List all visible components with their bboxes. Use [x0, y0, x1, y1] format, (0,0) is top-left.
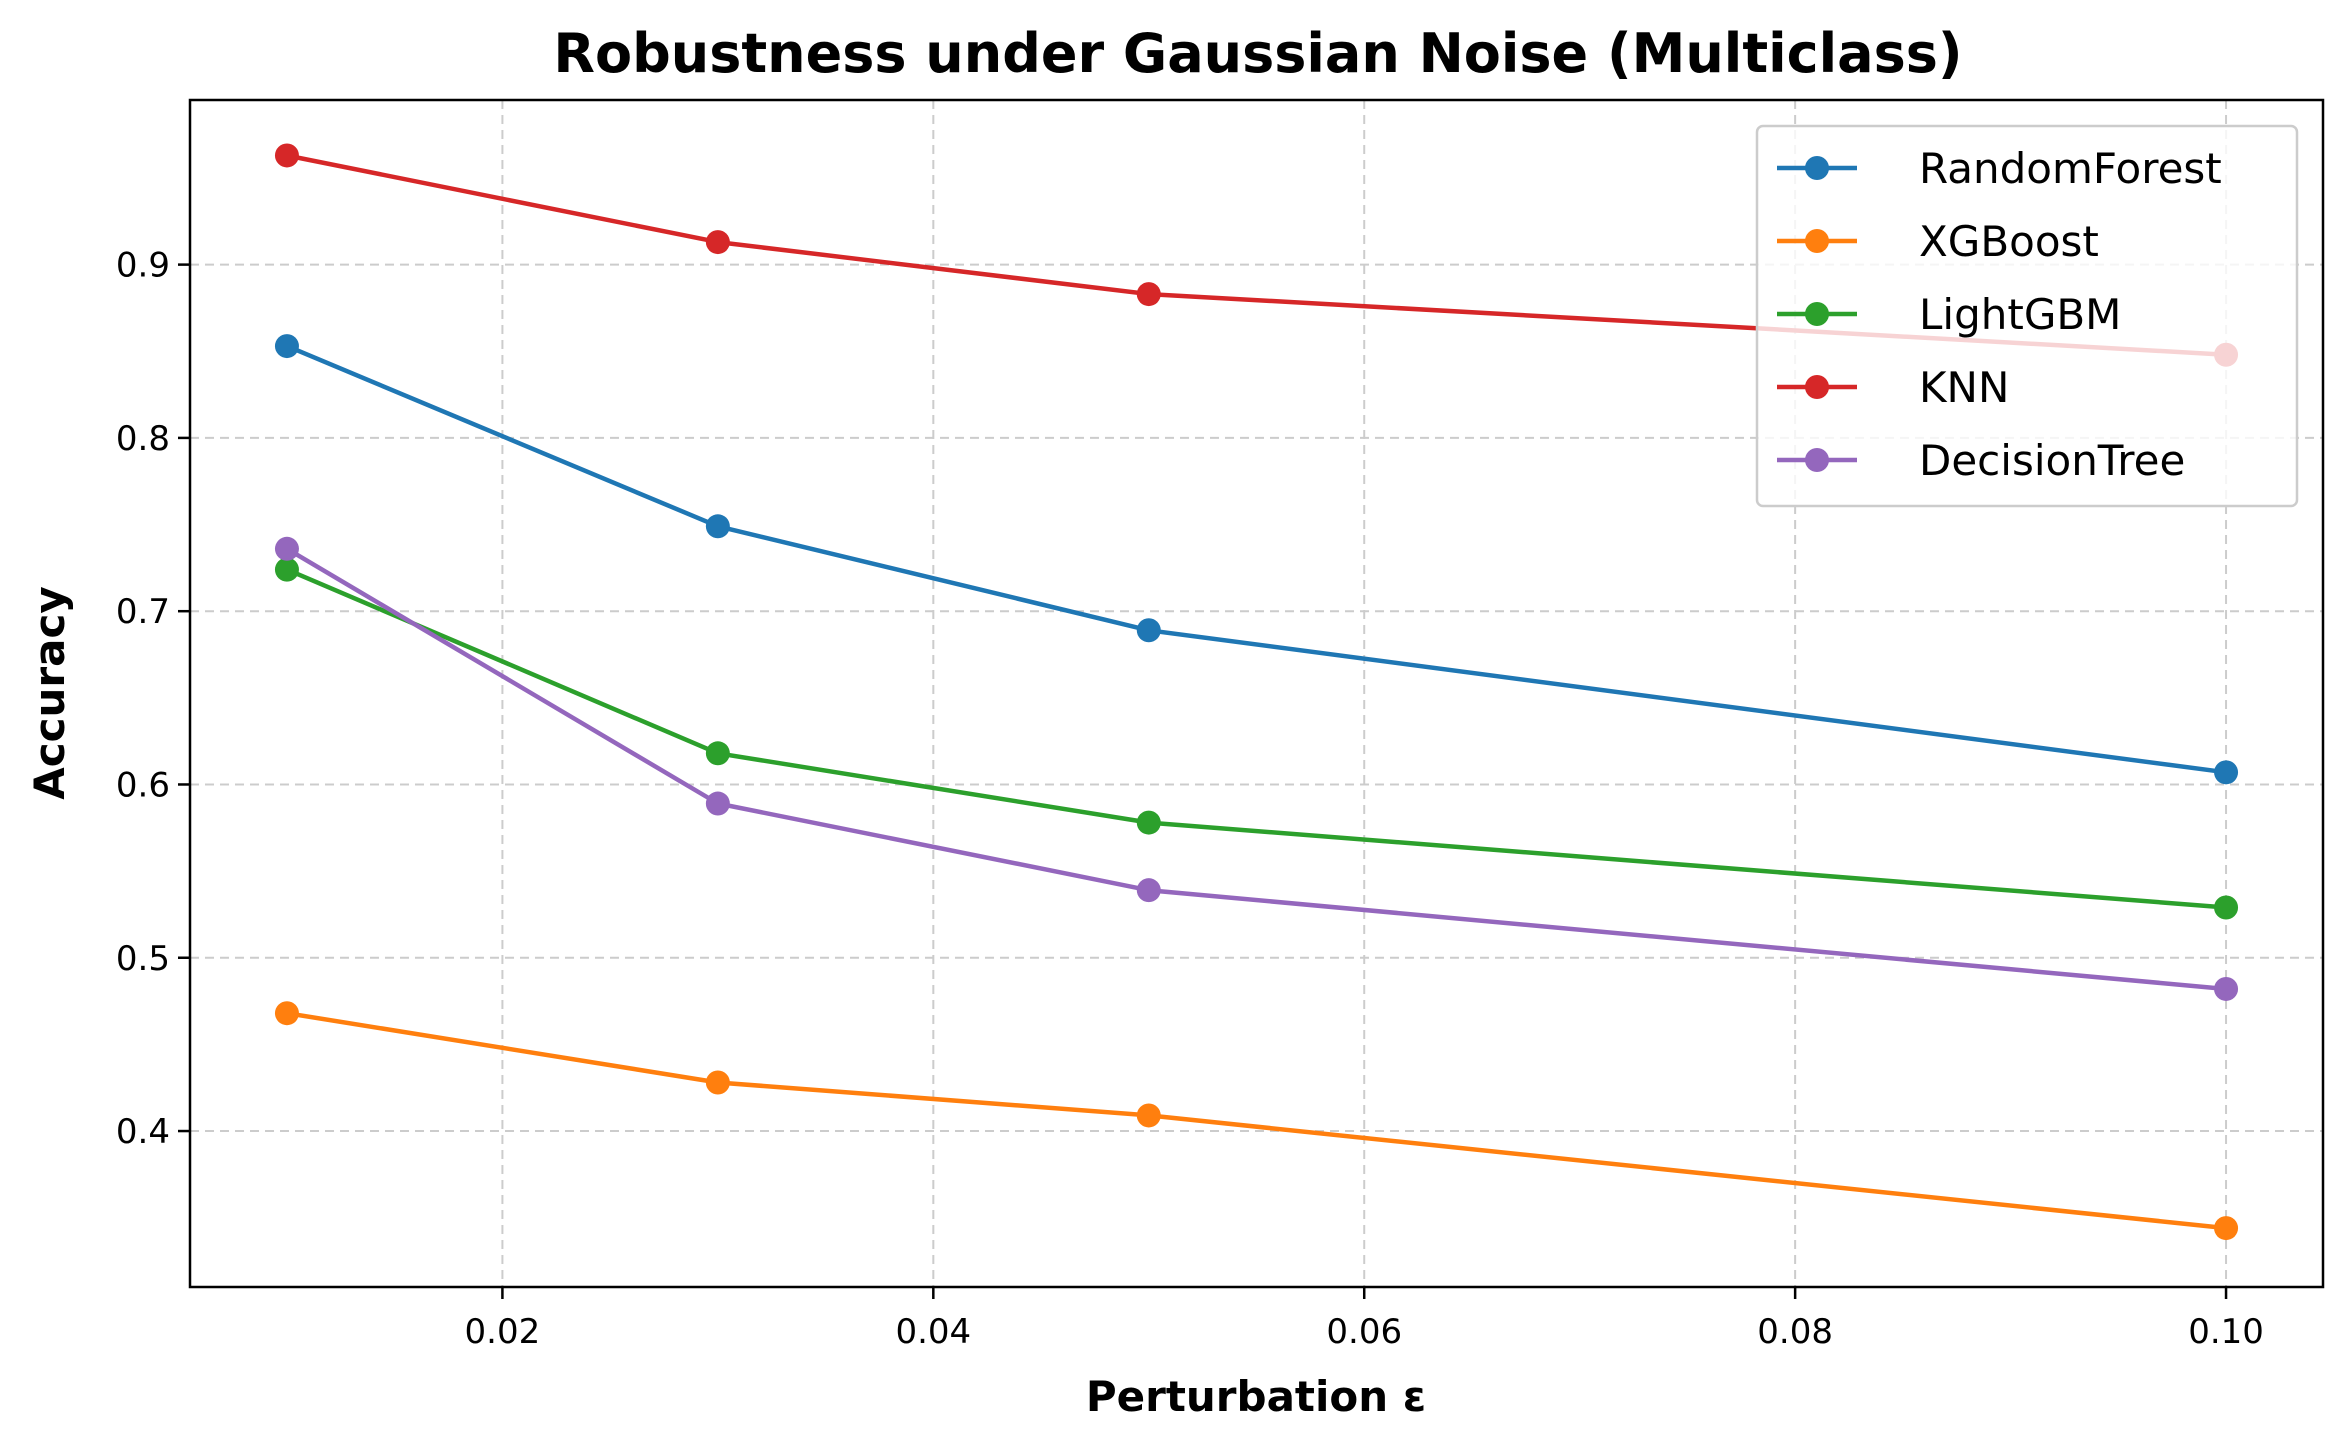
data-point-randomforest [1136, 618, 1161, 643]
y-tick-label: 0.6 [116, 765, 170, 805]
data-point-lightgbm [705, 741, 730, 766]
data-point-xgboost [1136, 1103, 1161, 1128]
series-line-randomforest [286, 344, 2227, 775]
data-point-decisiontree [274, 536, 299, 561]
data-point-randomforest [2214, 760, 2239, 785]
axis-ticks: 0.02 0.04 0.06 0.08 0.10 0.4 0.5 0.6 0.7 0.8 0.9 [116, 246, 2264, 1352]
y-axis-label: Accuracy [25, 586, 74, 800]
legend-label-randomforest: RandomForest [1919, 144, 2222, 193]
series-line-lightgbm [286, 567, 2227, 910]
legend: RandomForest XGBoost LightGBM KNN DecisionTr… [1755, 124, 2299, 508]
y-tick-label: 0.4 [116, 1112, 170, 1152]
data-point-lightgbm [1136, 810, 1161, 835]
series-line-knn [286, 153, 2227, 357]
data-point-lightgbm [2214, 895, 2239, 920]
series-xgboost [274, 1001, 2239, 1241]
y-tick-label: 0.9 [116, 246, 170, 286]
chart-title: Robustness under Gaussian Noise (Multicl… [553, 22, 1962, 85]
plot-frame [188, 98, 2325, 1289]
y-tick-label: 0.5 [116, 939, 170, 979]
legend-label-knn: KNN [1919, 363, 2009, 412]
series-decisiontree [274, 536, 2239, 1001]
data-point-randomforest [705, 514, 730, 539]
x-tick-label: 0.08 [1757, 1312, 1833, 1352]
series-randomforest [274, 334, 2239, 785]
data-point-decisiontree [705, 791, 730, 816]
x-axis-label: Perturbation ε [1086, 1372, 1426, 1421]
series-line-decisiontree [285, 546, 2227, 992]
data-point-lightgbm [274, 557, 299, 582]
series-line-xgboost [286, 1010, 2227, 1231]
data-point-decisiontree [2214, 976, 2239, 1001]
legend-label-xgboost: XGBoost [1919, 217, 2099, 266]
data-point-randomforest [274, 334, 299, 359]
x-tick-label: 0.02 [465, 1312, 541, 1352]
legend-label-lightgbm: LightGBM [1919, 290, 2121, 339]
legend-marker-xgboost [1805, 229, 1829, 253]
data-point-knn [1136, 282, 1161, 307]
legend-marker-knn [1805, 375, 1829, 399]
y-tick-label: 0.8 [116, 419, 170, 459]
legend-marker-decisiontree [1805, 448, 1829, 472]
data-point-knn [705, 230, 730, 255]
data-point-xgboost [2214, 1216, 2239, 1241]
data-point-knn [274, 143, 299, 168]
legend-marker-randomforest [1805, 156, 1829, 180]
x-tick-label: 0.04 [895, 1312, 971, 1352]
x-tick-label: 0.06 [1326, 1312, 1402, 1352]
data-point-xgboost [274, 1001, 299, 1026]
series-lightgbm [274, 557, 2239, 920]
y-tick-label: 0.7 [116, 592, 170, 632]
legend-box [1755, 124, 2299, 508]
data-point-xgboost [705, 1070, 730, 1095]
legend-marker-lightgbm [1805, 302, 1829, 326]
legend-label-decisiontree: DecisionTree [1919, 436, 2185, 485]
x-tick-label: 0.10 [2188, 1312, 2264, 1352]
data-point-decisiontree [1136, 878, 1161, 903]
